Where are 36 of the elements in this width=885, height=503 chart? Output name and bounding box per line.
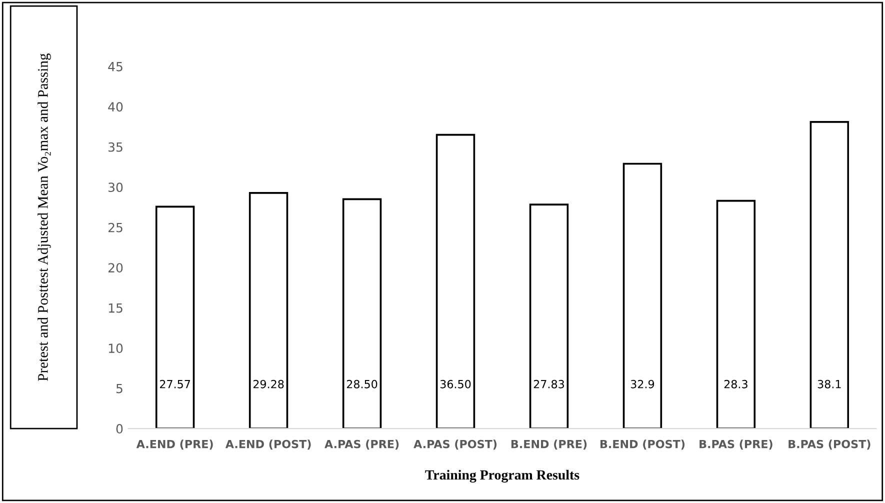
data-label: 27.57 <box>160 380 190 388</box>
y-tick-label: 35 <box>108 142 122 152</box>
y-tick-label: 40 <box>108 102 123 112</box>
bar <box>342 198 382 429</box>
y-tick-label: 30 <box>108 182 123 192</box>
y-tick-label: 5 <box>116 384 122 394</box>
y-tick-label: 10 <box>108 344 123 354</box>
data-label: 38.1 <box>818 380 841 388</box>
x-tick-label: B.END (PRE) <box>511 440 587 450</box>
bar <box>529 204 569 429</box>
bar <box>248 192 288 429</box>
bar <box>436 134 476 429</box>
data-label: 28.3 <box>724 380 748 388</box>
x-tick-label: A.PAS (POST) <box>414 440 497 450</box>
y-tick-label: 15 <box>108 303 122 313</box>
x-axis-title: Training Program Results <box>425 470 580 483</box>
x-tick-label: A.END (PRE) <box>136 440 213 450</box>
x-tick-label: B.PAS (PRE) <box>700 440 772 450</box>
y-tick-label: 45 <box>108 62 122 72</box>
data-label: 36.50 <box>440 380 471 388</box>
y-axis-title: Pretest and Posttest Adjusted Mean Vo₂max and Passing <box>38 53 51 381</box>
bar <box>716 200 756 429</box>
data-label: 32.9 <box>630 380 654 388</box>
bar <box>810 121 850 429</box>
data-label: 29.28 <box>253 380 284 388</box>
y-tick-label: 25 <box>108 222 122 232</box>
x-tick-label: A.END (POST) <box>225 440 311 450</box>
data-label: 28.50 <box>346 380 378 388</box>
bar <box>622 162 662 429</box>
bar <box>155 206 195 429</box>
x-tick-label: B.END (POST) <box>600 440 684 450</box>
x-tick-label: B.PAS (POST) <box>788 440 870 450</box>
y-tick-label: 20 <box>108 263 123 273</box>
x-tick-label: A.PAS (PRE) <box>324 440 399 450</box>
data-label: 27.83 <box>534 380 564 388</box>
y-tick-label: 0 <box>116 424 123 434</box>
